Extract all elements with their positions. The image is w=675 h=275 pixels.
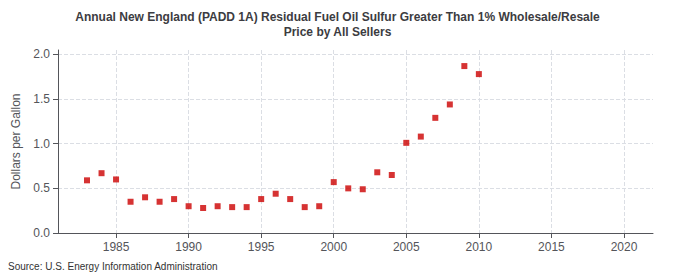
- svg-text:0.0: 0.0: [33, 226, 50, 240]
- svg-text:1985: 1985: [103, 240, 130, 254]
- svg-text:1990: 1990: [175, 240, 202, 254]
- svg-text:Dollars per Gallon: Dollars per Gallon: [9, 93, 23, 189]
- svg-text:2015: 2015: [538, 240, 565, 254]
- svg-text:1.0: 1.0: [33, 137, 50, 151]
- svg-text:Price by All Sellers: Price by All Sellers: [284, 25, 392, 39]
- svg-text:2000: 2000: [320, 240, 347, 254]
- svg-text:1995: 1995: [248, 240, 275, 254]
- svg-text:0.5: 0.5: [33, 181, 50, 195]
- svg-text:2010: 2010: [466, 240, 493, 254]
- svg-text:Annual New England (PADD 1A) R: Annual New England (PADD 1A) Residual Fu…: [75, 10, 600, 24]
- svg-text:1.5: 1.5: [33, 92, 50, 106]
- svg-text:2020: 2020: [611, 240, 638, 254]
- svg-text:2.0: 2.0: [33, 47, 50, 61]
- svg-text:2005: 2005: [393, 240, 420, 254]
- svg-text:Source: U.S. Energy Informatio: Source: U.S. Energy Information Administ…: [8, 261, 218, 272]
